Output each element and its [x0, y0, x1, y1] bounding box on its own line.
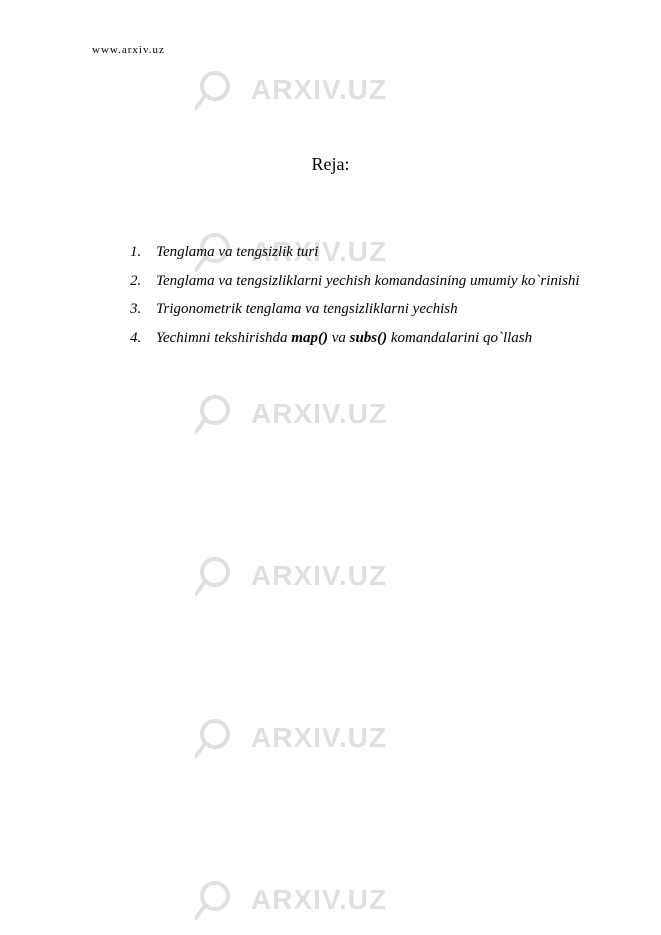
list-item-text: Tenglama va tengsizliklarni yechish koma…: [156, 273, 518, 289]
list-item: Trigonometrik tenglama va tengsizliklarn…: [130, 295, 591, 324]
watermark-text: ARXIV.UZ: [251, 884, 387, 916]
watermark-text: ARXIV.UZ: [251, 74, 387, 106]
watermark-text: ARXIV.UZ: [251, 560, 387, 592]
list-item-text: komandalarini qo`llash: [387, 330, 532, 346]
magnifier-icon: [195, 68, 239, 112]
list-item-text: va: [328, 330, 350, 346]
list-item: Tenglama va tengsizlik turi: [130, 238, 591, 267]
list-item-text: Yechimni tekshirishda: [156, 330, 291, 346]
header-url: www.arxiv.uz: [92, 44, 165, 56]
watermark: ARXIV.UZ: [195, 554, 387, 598]
watermark: ARXIV.UZ: [195, 392, 387, 436]
magnifier-icon: [195, 392, 239, 436]
list-item-bold: subs(): [350, 330, 388, 346]
magnifier-icon: [195, 554, 239, 598]
watermark-text: ARXIV.UZ: [251, 398, 387, 430]
watermark: ARXIV.UZ: [195, 716, 387, 760]
list-item-text: Tenglama va tengsizlik turi: [156, 244, 318, 260]
magnifier-icon: [195, 716, 239, 760]
magnifier-icon: [195, 878, 239, 922]
list-item-text: ko`rinishi: [521, 273, 579, 289]
watermark: ARXIV.UZ: [195, 68, 387, 112]
list-item-text: Trigonometrik tenglama va tengsizliklarn…: [156, 301, 458, 317]
list-item-bold: map(): [291, 330, 328, 346]
watermark-text: ARXIV.UZ: [251, 722, 387, 754]
watermark: ARXIV.UZ: [195, 878, 387, 922]
outline-list: Tenglama va tengsizlik turi Tenglama va …: [130, 238, 591, 352]
page-title: Reja:: [0, 154, 661, 175]
list-item: Yechimni tekshirishda map() va subs() ko…: [130, 324, 591, 353]
list-item: Tenglama va tengsizliklarni yechish koma…: [130, 267, 591, 296]
